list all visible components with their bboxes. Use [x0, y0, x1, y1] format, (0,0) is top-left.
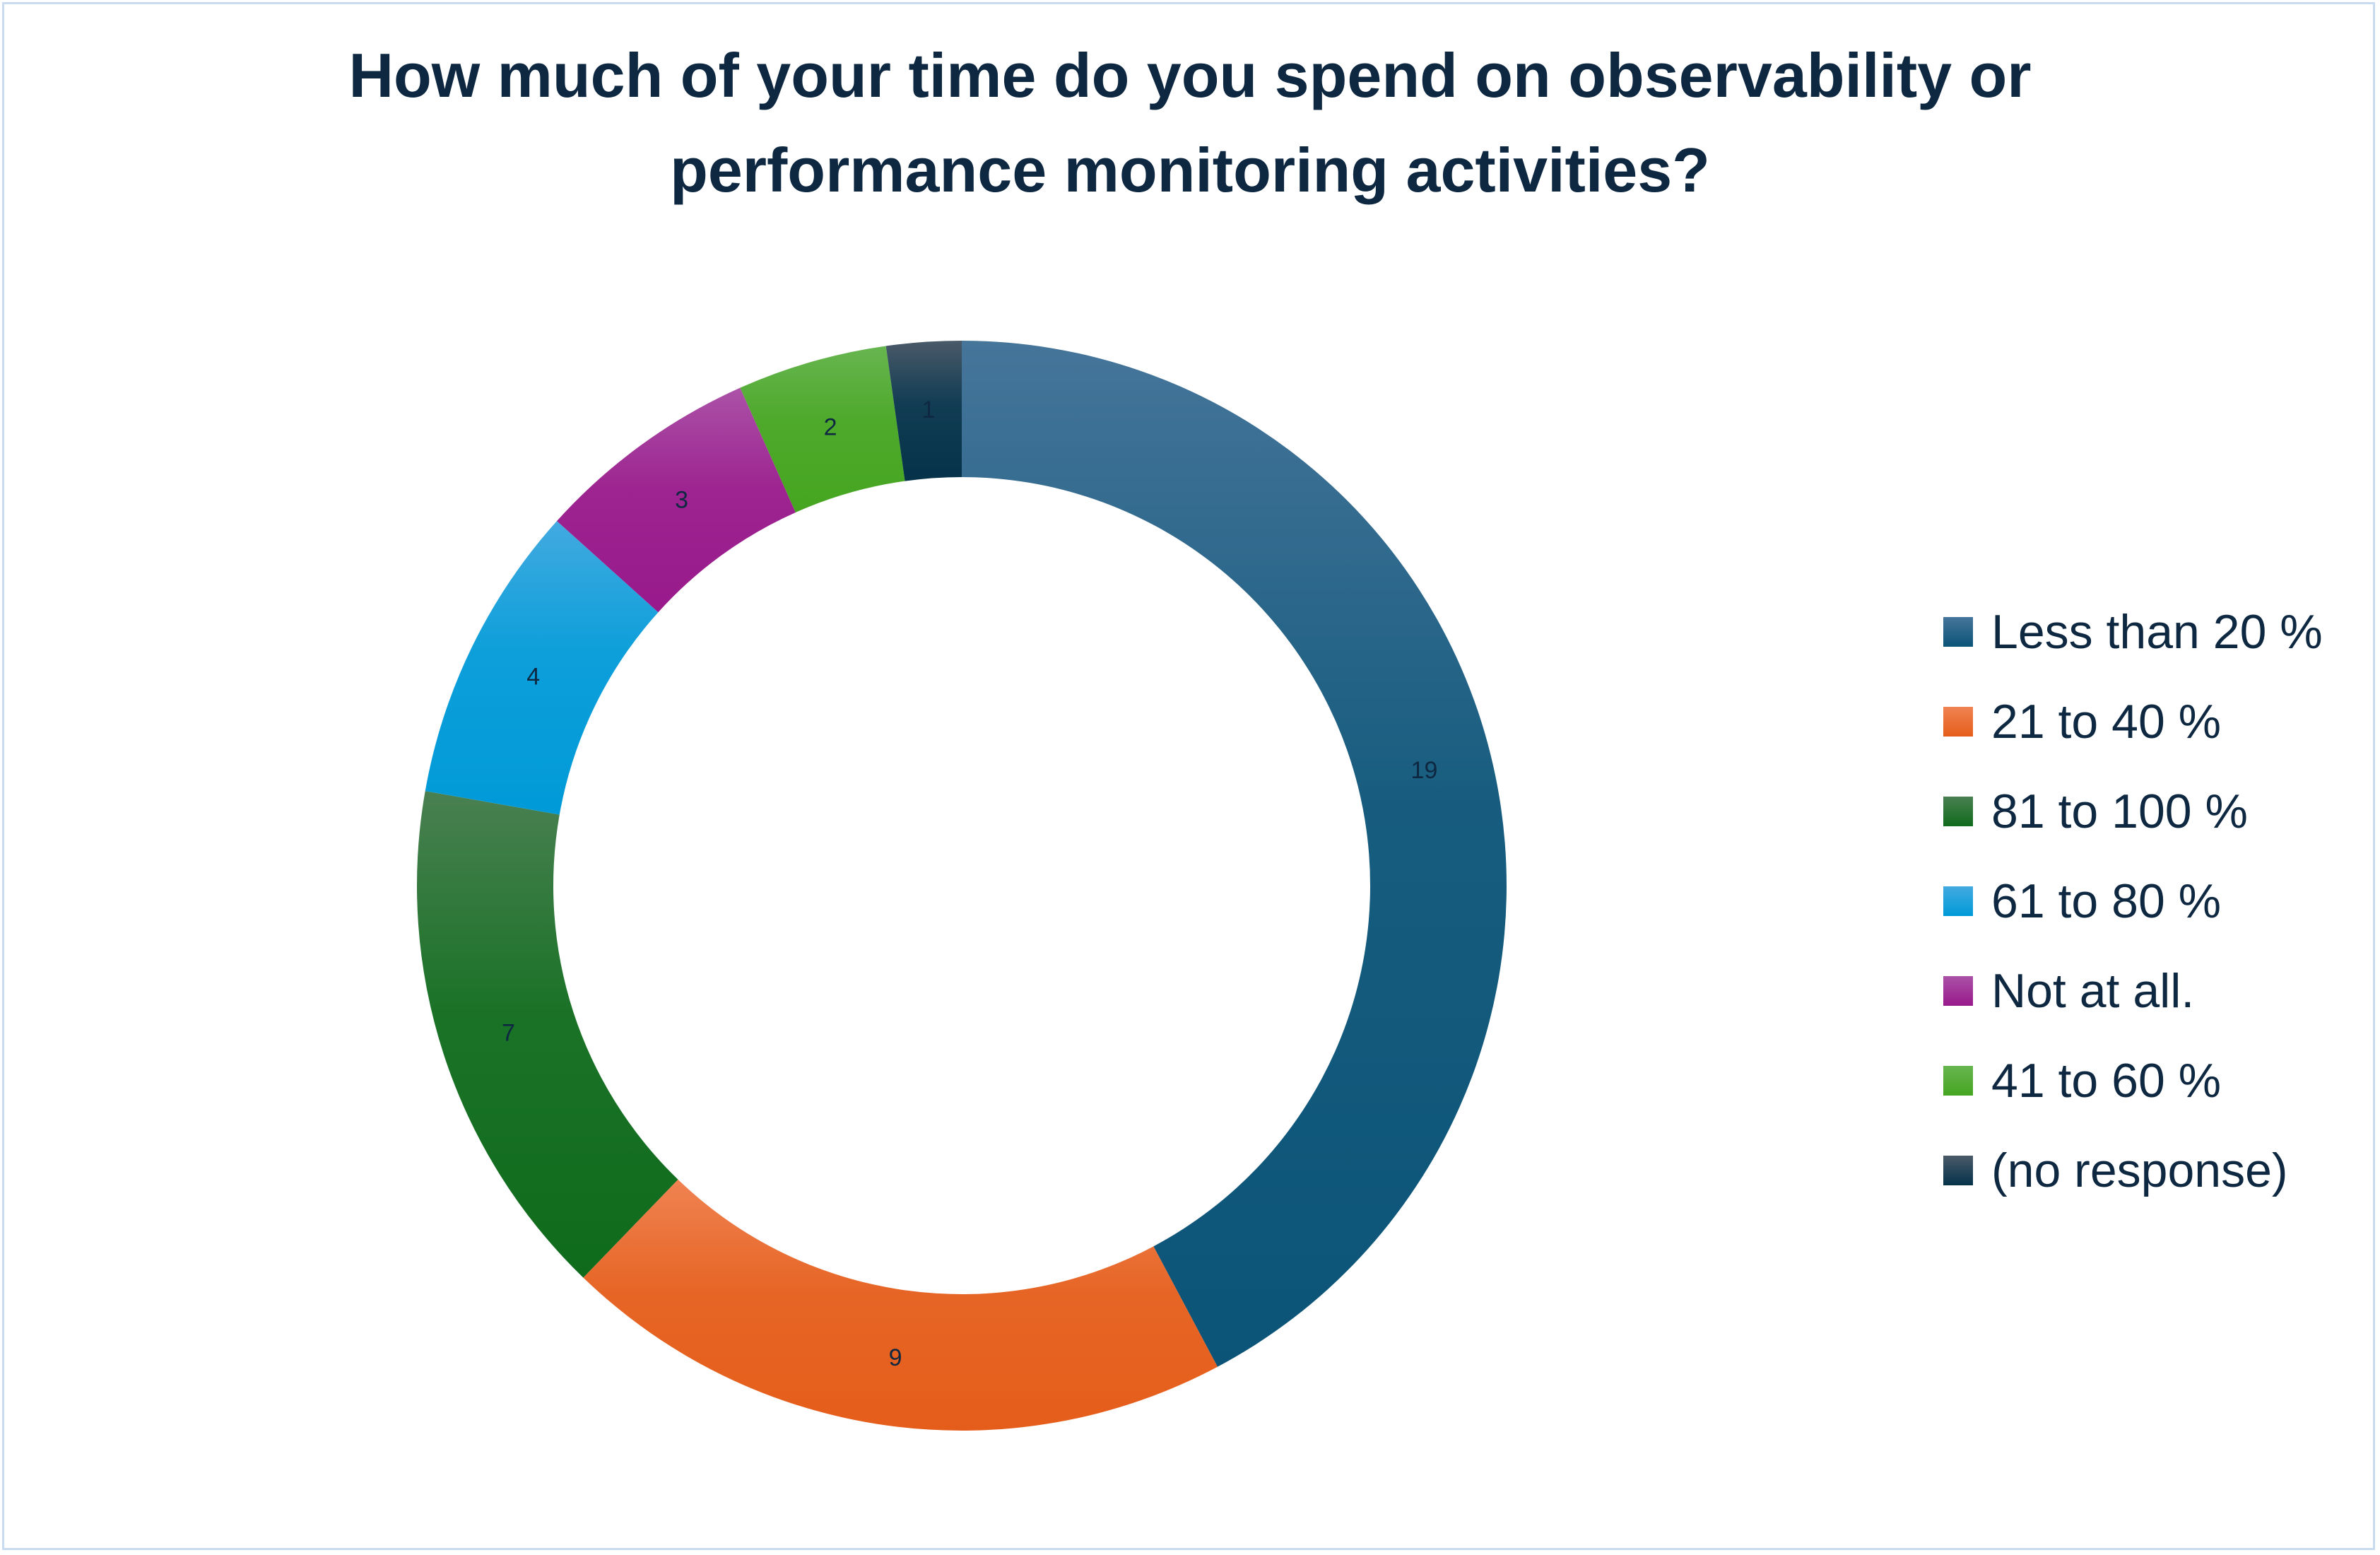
legend-swatch	[1943, 1155, 1973, 1185]
chart-title: How much of your time do you spend on ob…	[0, 28, 2380, 218]
data-label: 9	[889, 1344, 902, 1371]
legend-item: (no response)	[1943, 1125, 2323, 1215]
legend-item: 41 to 60 %	[1943, 1035, 2323, 1125]
data-label: 7	[502, 1019, 515, 1046]
chart-title-line-1: How much of your time do you spend on ob…	[348, 40, 2032, 110]
legend-swatch	[1943, 1065, 1973, 1096]
legend-swatch	[1943, 706, 1973, 737]
donut-slice	[583, 1179, 1218, 1431]
donut-slice	[740, 346, 905, 512]
legend: Less than 20 % 21 to 40 % 81 to 100 % 61 to…	[1943, 587, 2323, 1215]
legend-label: 41 to 60 %	[1991, 1053, 2222, 1108]
legend-item: Less than 20 %	[1943, 587, 2323, 676]
data-label: 1	[921, 397, 935, 423]
legend-swatch	[1943, 886, 1973, 916]
legend-label: Not at all.	[1991, 963, 2195, 1018]
legend-item: 81 to 100 %	[1943, 766, 2323, 856]
legend-item: Not at all.	[1943, 946, 2323, 1035]
donut-slice	[962, 341, 1507, 1367]
data-label: 4	[526, 663, 540, 690]
donut-slice	[885, 341, 962, 481]
donut-slice	[417, 791, 678, 1278]
legend-swatch	[1943, 616, 1973, 647]
legend-label: Less than 20 %	[1991, 604, 2323, 659]
data-label: 3	[675, 486, 688, 513]
data-label: 2	[824, 414, 837, 441]
legend-item: 21 to 40 %	[1943, 676, 2323, 766]
legend-swatch	[1943, 796, 1973, 826]
legend-label: 61 to 80 %	[1991, 874, 2222, 928]
donut-slice	[425, 521, 659, 815]
chart-title-line-2: performance monitoring activities?	[670, 135, 1710, 205]
legend-label: 81 to 100 %	[1991, 784, 2248, 838]
legend-label: 21 to 40 %	[1991, 694, 2222, 749]
donut-slice	[557, 387, 796, 613]
data-label: 19	[1411, 757, 1438, 784]
legend-label: (no response)	[1991, 1143, 2288, 1197]
legend-swatch	[1943, 975, 1973, 1006]
legend-item: 61 to 80 %	[1943, 856, 2323, 946]
